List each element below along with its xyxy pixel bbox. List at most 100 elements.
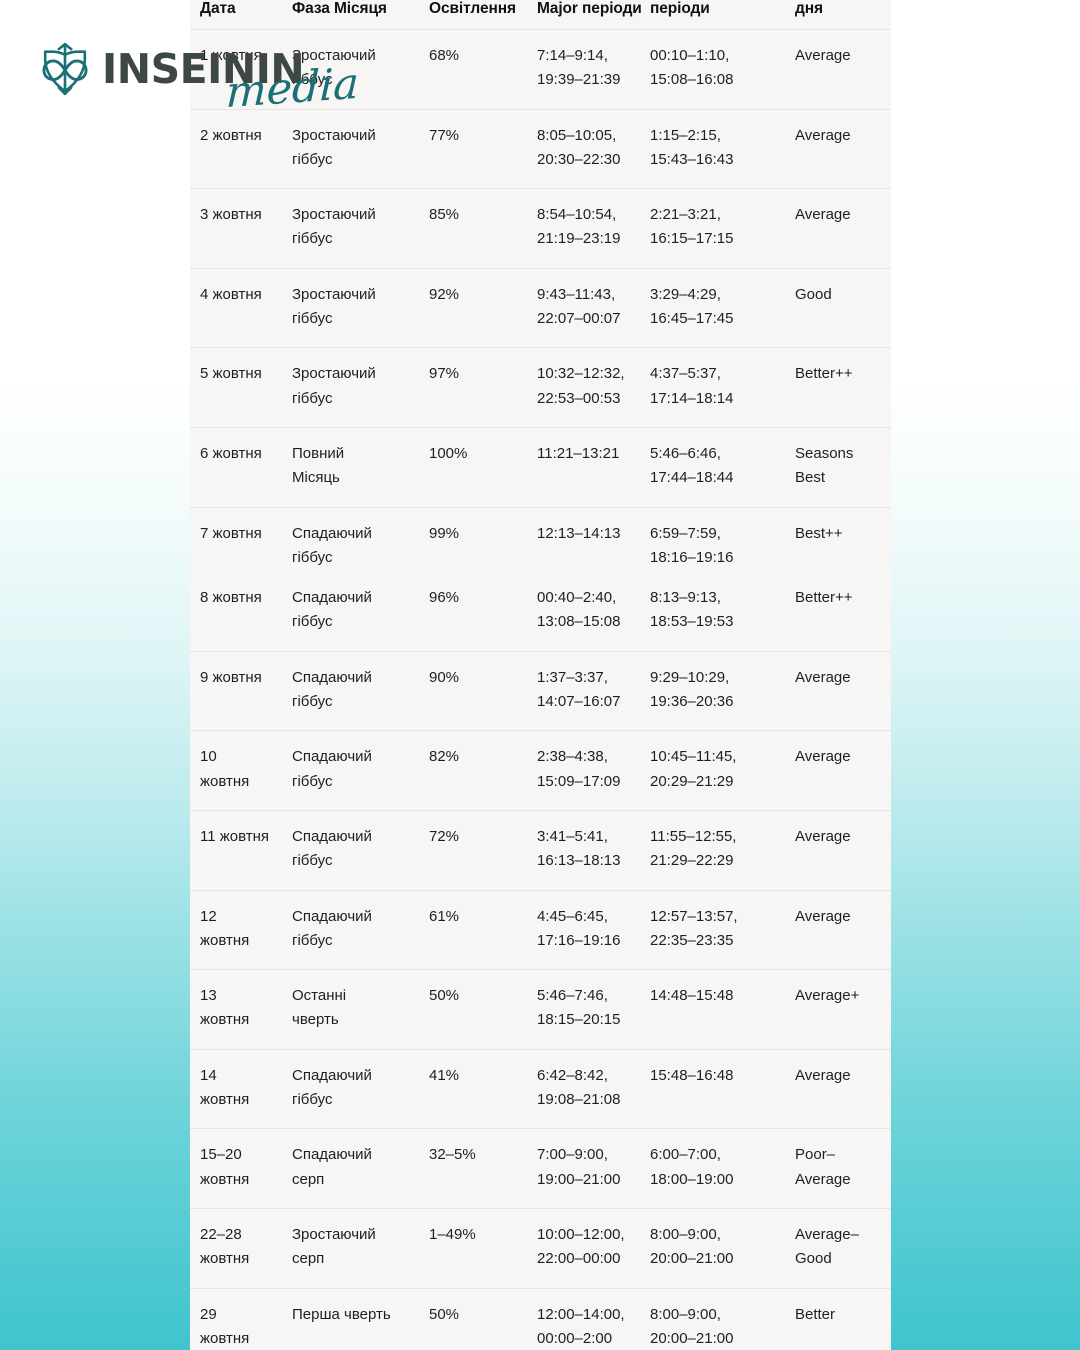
cell-phase: Спадаючий гіббус: [292, 730, 429, 811]
cell-phase: Спадаючий гіббус: [292, 809, 429, 891]
cell-day-quality-line: Average–: [795, 1225, 859, 1243]
cell-day-quality-line: Average: [795, 126, 851, 144]
table-row[interactable]: 4 жовтня Зростаючий гіббус 92% 9:43–11:43, 22…: [190, 267, 891, 348]
cell-date-line: 12: [200, 907, 217, 925]
cell-minor-periods: 4:37–5:37, 17:14–18:14: [650, 347, 795, 428]
cell-major-periods: 1:37–3:37, 14:07–16:07: [537, 650, 650, 731]
cell-phase-line: гіббус: [292, 772, 333, 790]
cell-phase: Спадаючий гіббус: [292, 889, 429, 970]
cell-major-periods-line: 3:41–5:41,: [537, 827, 608, 845]
table-row[interactable]: 10 жовтня Спадаючий гіббус 82% 2:38–4:38, 15:0…: [190, 730, 891, 811]
cell-minor-periods-line: 1:15–2:15,: [650, 126, 721, 144]
cell-date: 14 жовтня: [190, 1048, 292, 1129]
column-header-illumination[interactable]: Освітлення: [429, 0, 516, 17]
cell-major-periods-line: 7:00–9:00,: [537, 1146, 608, 1164]
cell-phase-line: Зростаючий: [292, 285, 376, 303]
cell-phase: Зростаючий гіббус: [292, 108, 429, 189]
table-row[interactable]: 8 жовтня Спадаючий гіббус 96% 00:40–2:40, 13:…: [190, 586, 891, 651]
cell-illumination: 92%: [429, 267, 537, 348]
cell-minor-periods: 8:13–9:13, 18:53–19:53: [650, 586, 795, 651]
cell-phase-line: гіббус: [292, 931, 333, 949]
cell-date: 1 жовтня: [190, 29, 292, 110]
table-row[interactable]: 14 жовтня Спадаючий гіббус 41% 6:42–8:42, 19:0…: [190, 1048, 891, 1129]
table-row[interactable]: 22–28 жовтня Зростаючий серп 1–49% 10:00–12:0…: [190, 1207, 891, 1288]
cell-date: 7 жовтня: [190, 506, 292, 587]
cell-day-quality: Average: [795, 188, 891, 269]
moon-phase-fishing-table: Дата Фаза Місяця Освітлення Major період…: [190, 0, 891, 1350]
cell-day-quality-line: Best: [795, 469, 826, 487]
shield-infinity-icon: [42, 42, 88, 96]
cell-major-periods-line: 16:13–18:13: [537, 852, 621, 870]
cell-day-quality-line: Average: [795, 1170, 851, 1188]
column-header-major-periods[interactable]: Major періоди: [537, 0, 642, 17]
cell-minor-periods-line: 6:00–7:00,: [650, 1146, 721, 1164]
cell-phase-line: Спадаючий: [292, 524, 372, 542]
cell-date: 11 жовтня: [190, 809, 292, 891]
cell-illumination: 72%: [429, 809, 537, 891]
cell-date-line: жовтня: [200, 1250, 250, 1268]
column-header-moon-phase[interactable]: Фаза Місяця: [292, 0, 387, 17]
table-row[interactable]: 3 жовтня Зростаючий гіббус 85% 8:54–10:54, 21…: [190, 188, 891, 269]
column-header-day-quality[interactable]: дня: [795, 0, 823, 17]
table-row[interactable]: 2 жовтня Зростаючий гіббус 77% 8:05–10:05, 20…: [190, 108, 891, 189]
cell-major-periods: 7:00–9:00, 19:00–21:00: [537, 1128, 650, 1209]
cell-day-quality: Average: [795, 108, 891, 189]
cell-minor-periods-line: 14:48–15:48: [650, 987, 734, 1005]
cell-minor-periods-line: 11:55–12:55,: [650, 827, 737, 845]
cell-phase: Перша чверть: [292, 1287, 429, 1350]
cell-minor-periods-line: 2:21–3:21,: [650, 206, 721, 224]
cell-major-periods-line: 8:05–10:05,: [537, 126, 617, 144]
table-row[interactable]: 15–20 жовтня Спадаючий серп 32–5% 7:00–9:00, 1…: [190, 1128, 891, 1209]
cell-day-quality: Average: [795, 889, 891, 970]
cell-date: 6 жовтня: [190, 426, 292, 508]
cell-phase-line: гіббус: [292, 389, 333, 407]
table-row[interactable]: 11 жовтня Спадаючий гіббус 72% 3:41–5:41, 16:…: [190, 809, 891, 891]
column-header-date[interactable]: Дата: [200, 0, 236, 17]
cell-major-periods: 10:00–12:00, 22:00–00:00: [537, 1207, 650, 1288]
cell-day-quality-line: Average: [795, 748, 851, 766]
cell-minor-periods-line: 15:08–16:08: [650, 71, 734, 89]
cell-major-periods-line: 6:42–8:42,: [537, 1066, 608, 1084]
table-row[interactable]: 13 жовтня Останні чверть 50% 5:46–7:46, 18:15–…: [190, 969, 891, 1050]
cell-day-quality-line: Better++: [795, 589, 853, 607]
cell-minor-periods-line: 16:15–17:15: [650, 230, 734, 248]
cell-major-periods-line: 10:32–12:32,: [537, 365, 625, 383]
cell-illumination: 97%: [429, 347, 537, 428]
table-row[interactable]: 29 жовтня Перша чверть 50% 12:00–14:00, 00:00…: [190, 1287, 891, 1350]
table-row[interactable]: 1 жовтня Зростаючий гіббус 68% 7:14–9:14, 19:…: [190, 29, 891, 110]
cell-illumination: 68%: [429, 29, 537, 110]
cell-phase-line: Спадаючий: [292, 1066, 372, 1084]
table-row[interactable]: 6 жовтня Повний Місяць 100% 11:21–13:21 5:46–…: [190, 426, 891, 508]
table-row[interactable]: 5 жовтня Зростаючий гіббус 97% 10:32–12:32, 2…: [190, 347, 891, 428]
cell-illumination: 32–5%: [429, 1128, 537, 1209]
cell-major-periods-line: 00:40–2:40,: [537, 589, 617, 607]
cell-day-quality-line: Average: [795, 47, 851, 64]
table-row[interactable]: 9 жовтня Спадаючий гіббус 90% 1:37–3:37, 14:0…: [190, 650, 891, 731]
cell-minor-periods: 9:29–10:29, 19:36–20:36: [650, 650, 795, 731]
table-row[interactable]: 12 жовтня Спадаючий гіббус 61% 4:45–6:45, 17:1…: [190, 889, 891, 970]
table-row[interactable]: 7 жовтня Спадаючий гіббус 99% 12:13–14:13 6:5…: [190, 506, 891, 587]
cell-minor-periods-line: 17:44–18:44: [650, 469, 734, 487]
cell-minor-periods-line: 8:00–9:00,: [650, 1225, 721, 1243]
cell-date: 5 жовтня: [190, 347, 292, 428]
cell-minor-periods-line: 6:59–7:59,: [650, 524, 721, 542]
cell-date-line: жовтня: [200, 1091, 250, 1109]
cell-date-line: 7 жовтня: [200, 524, 262, 542]
cell-date-line: 1 жовтня: [200, 47, 262, 64]
cell-phase-line: Зростаючий: [292, 1225, 376, 1243]
article-card: Дата Фаза Місяця Освітлення Major період…: [190, 0, 891, 1350]
cell-day-quality: Better: [795, 1287, 891, 1350]
cell-minor-periods: 6:00–7:00, 18:00–19:00: [650, 1128, 795, 1209]
cell-phase: Зростаючий гіббус: [292, 267, 429, 348]
cell-date: 2 жовтня: [190, 108, 292, 189]
cell-major-periods-line: 7:14–9:14,: [537, 47, 608, 64]
cell-illumination: 100%: [429, 426, 537, 508]
cell-major-periods: 6:42–8:42, 19:08–21:08: [537, 1048, 650, 1129]
cell-day-quality: Average: [795, 730, 891, 811]
cell-day-quality: Poor– Average: [795, 1128, 891, 1209]
cell-major-periods-line: 5:46–7:46,: [537, 987, 608, 1005]
brand-script-word: media: [225, 58, 360, 119]
column-header-minor-periods[interactable]: періоди: [650, 0, 710, 17]
cell-minor-periods-line: 19:36–20:36: [650, 693, 734, 711]
cell-phase-line: гіббус: [292, 1091, 333, 1109]
